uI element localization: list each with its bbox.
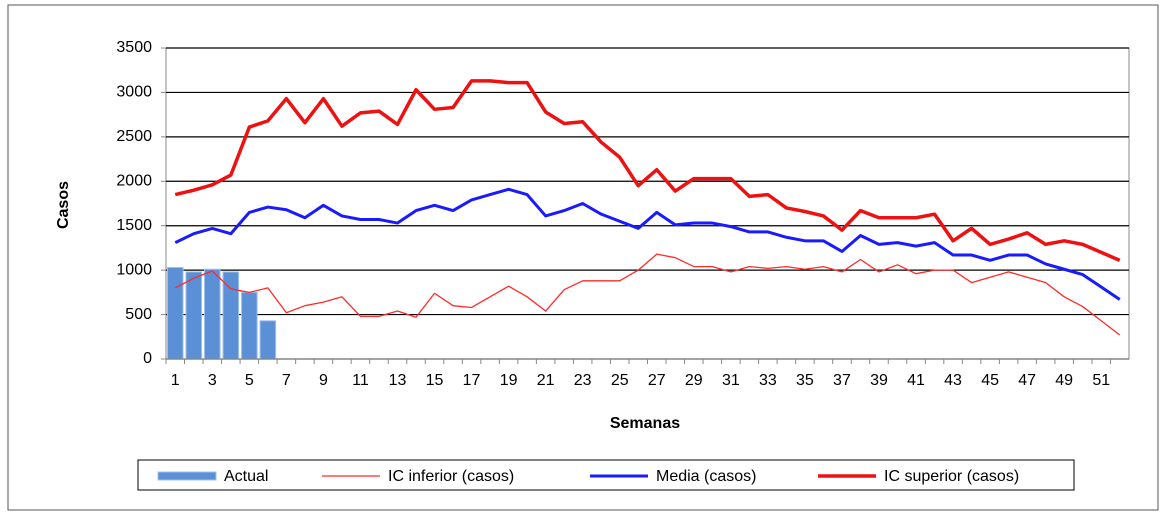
legend-swatch: [157, 471, 217, 481]
x-tick-label: 7: [282, 372, 291, 389]
line-series: [174, 253, 1121, 336]
bar: [166, 266, 184, 360]
y-axis-label: Casos: [55, 181, 72, 229]
x-tick-label: 37: [833, 372, 851, 389]
x-tick-label: 49: [1055, 372, 1073, 389]
x-tick-label: 1: [171, 372, 180, 389]
x-tick-label: 31: [722, 372, 740, 389]
x-tick-label: 9: [319, 372, 328, 389]
bar: [185, 271, 203, 360]
x-tick-label: 13: [389, 372, 407, 389]
x-tick-label: 25: [611, 372, 629, 389]
y-tick-label: 2000: [116, 173, 152, 190]
x-tick-label: 27: [648, 372, 666, 389]
x-tick-label: 5: [245, 372, 254, 389]
y-tick-label: 3000: [116, 84, 152, 101]
x-tick-label: 47: [1018, 372, 1036, 389]
x-tick-label: 45: [981, 372, 999, 389]
x-tick-label: 3: [208, 372, 217, 389]
x-tick-label: 33: [759, 372, 777, 389]
plot-area: [165, 47, 1130, 360]
x-tick-label: 29: [685, 372, 703, 389]
x-tick-label: 11: [352, 372, 369, 389]
x-tick-label: 51: [1092, 372, 1110, 389]
x-axis-label: Semanas: [610, 415, 680, 432]
bar: [204, 268, 221, 360]
chart-border: [7, 4, 1159, 511]
x-tick-label: 19: [500, 372, 518, 389]
x-tick-label: 23: [574, 372, 592, 389]
y-tick-label: 0: [143, 350, 152, 367]
bar: [222, 271, 240, 360]
x-tick-label: 15: [426, 372, 444, 389]
bar: [241, 291, 258, 360]
y-tick-label: 500: [125, 306, 152, 323]
legend-label: Media (casos): [656, 468, 756, 485]
legend-label: IC superior (casos): [884, 468, 1019, 485]
y-tick-label: 1000: [116, 261, 152, 278]
legend-label: Actual: [224, 468, 268, 485]
bar: [259, 320, 277, 360]
legend: [137, 459, 1075, 491]
x-tick-label: 35: [796, 372, 814, 389]
y-tick-label: 1500: [116, 217, 152, 234]
legend-label: IC inferior (casos): [388, 468, 514, 485]
y-tick-label: 2500: [116, 128, 152, 145]
x-tick-label: 41: [907, 372, 925, 389]
x-tick-label: 17: [463, 372, 481, 389]
y-tick-label: 3500: [116, 39, 152, 56]
x-tick-label: 43: [944, 372, 962, 389]
x-tick-label: 21: [537, 372, 555, 389]
line-series: [174, 79, 1121, 262]
line-series: [174, 187, 1121, 301]
x-tick-label: 39: [870, 372, 888, 389]
